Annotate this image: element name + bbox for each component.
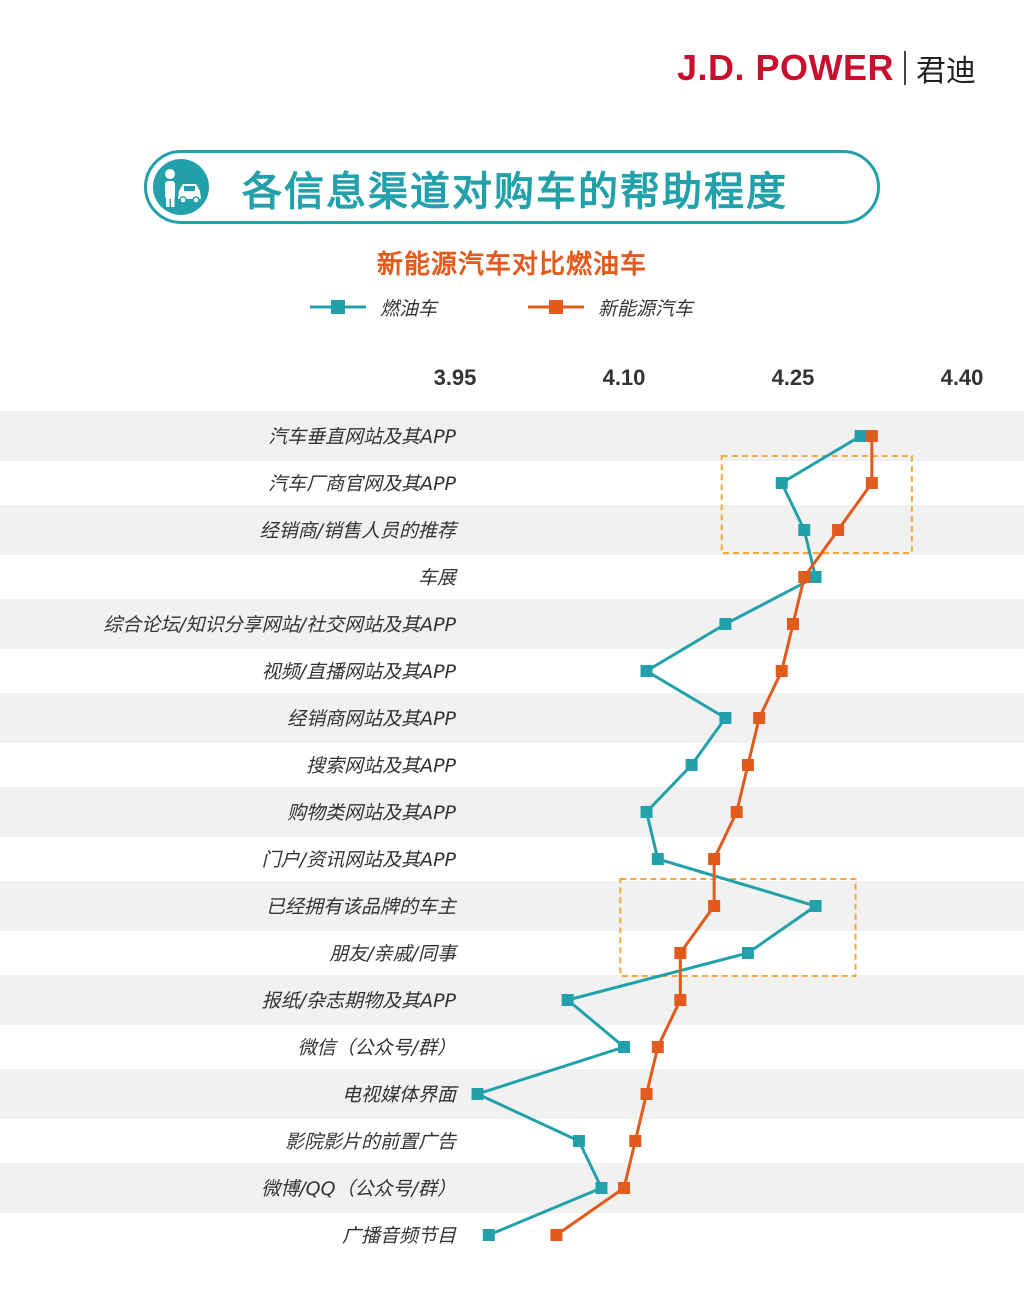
row-stripe [0,693,1024,743]
data-point [629,1135,642,1147]
row-stripe [0,505,1024,555]
row-stripe [0,599,1024,649]
brand-cn-name: 君迪 [916,54,976,89]
row-stripe [0,975,1024,1025]
data-point [741,947,754,959]
data-point [482,1229,495,1241]
category-label: 经销商网站及其APP [287,708,456,730]
brand-logo: J.D. POWER 君迪 [677,46,976,90]
x-tick-label: 4.40 [941,365,984,390]
legend-marker [549,300,563,314]
x-tick-label: 4.25 [772,365,815,390]
series-points [471,430,878,1241]
series-lines [473,434,874,1237]
legend-label: 新能源汽车 [598,298,695,320]
data-point [719,618,732,630]
row-stripe [0,787,1024,837]
legend-label: 燃油车 [380,298,439,320]
data-point [798,571,811,583]
legend-marker [331,300,345,314]
highlight-boxes [619,455,913,977]
data-point [832,524,845,536]
category-label: 汽车厂商官网及其APP [268,473,456,495]
category-label: 影院影片的前置广告 [285,1131,458,1153]
chart-title: 各信息渠道对购车的帮助程度 [242,169,788,215]
data-point [809,571,822,583]
series-line-fuel [473,434,862,1237]
category-label: 微博/QQ（公众号/群） [261,1178,456,1200]
data-point [651,1041,664,1053]
category-label: 已经拥有该品牌的车主 [266,896,458,918]
data-point [865,477,878,489]
row-stripes [0,411,1024,1213]
data-point [775,665,788,677]
data-point [618,1041,630,1053]
series-line-nev [555,436,874,1237]
highlight-box [619,878,857,977]
data-point [798,524,811,536]
category-label: 汽车垂直网站及其APP [268,426,456,448]
category-label: 朋友/亲戚/同事 [329,943,459,965]
data-point [753,712,766,724]
chart-subtitle: 新能源汽车对比燃油车 [376,250,647,280]
category-label: 报纸/杂志期物及其APP [262,990,457,1012]
data-point [640,665,653,677]
data-point [572,1135,585,1147]
row-stripe [0,881,1024,931]
data-point [865,430,878,442]
x-tick-label: 3.95 [434,365,477,390]
data-point [809,900,822,912]
data-point [674,947,687,959]
x-tick-label: 4.10 [603,365,646,390]
category-label: 综合论坛/知识分享网站/社交网站及其APP [103,614,456,636]
data-point [775,477,788,489]
brand-separator [904,51,906,85]
category-label: 电视媒体界面 [342,1084,459,1106]
category-labels: 汽车垂直网站及其APP 汽车厂商官网及其APP 经销商/销售人员的推荐车展综合论坛/… [103,426,459,1247]
data-point [730,806,743,818]
x-axis-ticks: 3.95 4.10 4.25 4.40 [434,365,984,390]
row-stripe [0,411,1024,461]
brand-name: J.D. POWER [676,47,894,88]
data-point [618,1182,630,1194]
data-point [708,900,721,912]
data-point [741,759,754,771]
row-stripe [0,1163,1024,1213]
highlight-box [720,455,913,554]
person-car-icon [153,159,209,215]
category-label: 经销商/销售人员的推荐 [260,520,459,542]
category-label: 购物类网站及其APP [287,802,456,824]
category-label: 视频/直播网站及其APP [262,661,457,683]
data-point [708,853,721,865]
chart-title-banner: 各信息渠道对购车的帮助程度 [144,150,880,224]
data-point [854,430,867,442]
data-point [674,994,687,1006]
data-point [651,853,664,865]
category-label: 广播音频节目 [342,1225,457,1247]
legend: 燃油车 新能源汽车 [310,298,695,320]
data-point [595,1182,608,1194]
category-label: 车展 [418,567,458,589]
data-point [719,712,732,724]
data-point [640,1088,653,1100]
category-label: 微信（公众号/群） [298,1037,456,1059]
data-point [640,806,653,818]
data-point [561,994,574,1006]
data-point [471,1088,484,1100]
data-point [787,618,799,630]
category-label: 搜索网站及其APP [306,755,456,777]
data-point [685,759,698,771]
category-label: 门户/资讯网站及其APP [262,849,457,871]
data-point [550,1229,563,1241]
